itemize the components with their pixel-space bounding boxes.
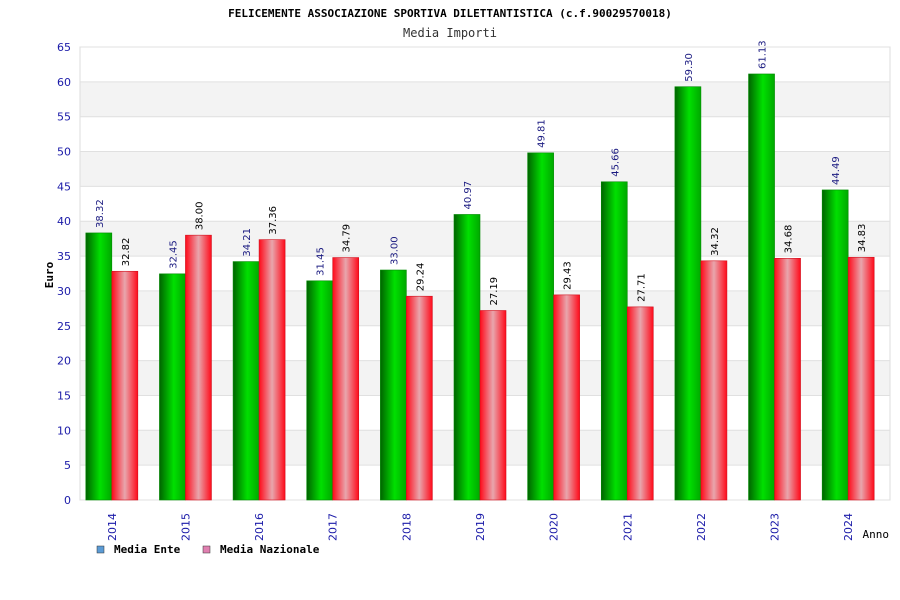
bar-media-ente: [674, 86, 702, 501]
bar-media-nazionale: [626, 306, 654, 501]
bar-value-label: 27.19: [489, 277, 500, 306]
bar-media-ente: [306, 280, 334, 501]
bar-media-nazionale: [479, 310, 507, 501]
x-tick-label: 2017: [327, 513, 340, 541]
y-tick-label: 45: [57, 180, 71, 193]
x-tick-label: 2020: [548, 513, 561, 541]
y-tick-label: 25: [57, 320, 71, 333]
x-tick-label: 2019: [474, 513, 487, 541]
bar-value-label: 44.49: [831, 156, 842, 185]
chart-subtitle: Media Importi: [403, 26, 497, 40]
x-tick-label: 2023: [769, 513, 782, 541]
bar-media-ente: [600, 181, 628, 501]
bar-value-label: 38.32: [95, 199, 106, 228]
legend-label-media-nazionale: Media Nazionale: [220, 543, 320, 556]
bar-media-ente: [748, 73, 775, 501]
bar-media-ente: [85, 232, 113, 501]
bar-media-ente: [821, 189, 849, 501]
y-tick-label: 30: [57, 285, 71, 298]
bar-media-ente: [380, 269, 407, 501]
bar-labels: 38.32 32.82 32.45 38.00 34.21 37.36 31.45 34.79…: [95, 40, 868, 305]
bars: [85, 73, 875, 501]
bar-value-label: 34.79: [342, 224, 353, 253]
bar-value-label: 29.43: [563, 261, 574, 290]
bar-value-label: 40.97: [463, 181, 474, 210]
bar-media-ente: [159, 273, 186, 501]
y-tick-label: 5: [64, 459, 71, 472]
bar-value-label: 34.68: [784, 225, 795, 254]
x-tick-label: 2021: [621, 513, 634, 541]
y-tick-label: 10: [57, 424, 71, 437]
y-tick-label: 65: [57, 41, 71, 54]
x-tick-label: 2016: [253, 513, 266, 541]
bar-value-label: 31.45: [316, 247, 327, 276]
y-tick-label: 40: [57, 215, 71, 228]
bar-media-nazionale: [774, 258, 801, 501]
bar-value-label: 49.81: [537, 119, 548, 148]
y-tick-label: 0: [64, 494, 71, 507]
bar-value-label: 27.71: [636, 273, 647, 302]
bar-media-nazionale: [406, 295, 433, 501]
bar-value-label: 61.13: [758, 40, 769, 69]
y-axis-ticks: 0 5 10 15 20 25 30 35 40 45 50 55 60 65: [57, 41, 71, 507]
x-tick-label: 2014: [106, 513, 119, 541]
chart-title: FELICEMENTE ASSOCIAZIONE SPORTIVA DILETT…: [228, 7, 672, 20]
x-tick-label: 2022: [695, 513, 708, 541]
bar-media-nazionale: [700, 260, 728, 501]
x-axis-label: Anno: [863, 528, 890, 541]
bar-value-label: 33.00: [389, 236, 400, 265]
bar-value-label: 59.30: [684, 53, 695, 82]
bar-value-label: 34.32: [710, 227, 721, 256]
bar-value-label: 32.82: [121, 238, 132, 267]
x-tick-label: 2018: [400, 513, 413, 541]
bar-media-ente: [232, 261, 260, 501]
bar-media-nazionale: [847, 256, 875, 501]
y-tick-label: 15: [57, 389, 71, 402]
bar-value-label: 32.45: [168, 240, 179, 269]
y-tick-label: 50: [57, 146, 71, 159]
x-axis-ticks: 2014 2015 2016 2017 2018 2019 2020 2021 2022 2023…: [106, 513, 855, 541]
y-tick-label: 35: [57, 250, 71, 263]
bar-media-nazionale: [258, 239, 286, 501]
legend: Media Ente Media Nazionale: [96, 543, 320, 556]
bar-media-ente: [527, 152, 554, 501]
bar-value-label: 29.24: [415, 263, 426, 292]
y-tick-label: 60: [57, 76, 71, 89]
bar-media-nazionale: [332, 257, 360, 501]
bar-media-nazionale: [111, 270, 139, 501]
bar-media-nazionale: [553, 294, 580, 501]
bar-value-label: 37.36: [268, 206, 279, 235]
legend-swatch-media-nazionale: [202, 545, 211, 554]
y-axis-label: Euro: [43, 261, 56, 288]
bar-value-label: 45.66: [610, 148, 621, 177]
x-tick-label: 2015: [179, 513, 192, 541]
bar-value-label: 38.00: [194, 202, 205, 231]
y-tick-label: 55: [57, 111, 71, 124]
x-tick-label: 2024: [842, 513, 855, 541]
bar-value-label: 34.83: [857, 224, 868, 253]
y-tick-label: 20: [57, 355, 71, 368]
bar-value-label: 34.21: [242, 228, 253, 257]
legend-swatch-media-ente: [96, 545, 105, 554]
legend-label-media-ente: Media Ente: [114, 543, 181, 556]
bar-media-nazionale: [185, 234, 212, 501]
bar-media-ente: [453, 214, 481, 501]
